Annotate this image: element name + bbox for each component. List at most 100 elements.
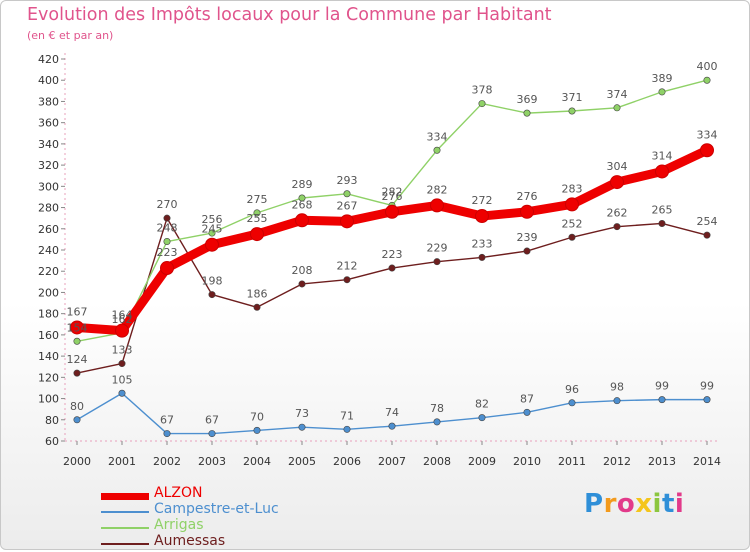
data-label: 369 [517, 93, 538, 106]
data-label: 74 [385, 406, 399, 419]
legend-label-arrigas: Arrigas [154, 517, 204, 533]
data-point [253, 426, 261, 434]
y-tick-label: 160 [38, 329, 59, 342]
data-point [613, 104, 621, 112]
x-tick-label: 2004 [243, 455, 271, 468]
data-label: 255 [247, 212, 268, 225]
data-label: 167 [67, 305, 88, 318]
data-point [658, 396, 666, 404]
series-line-aumessas [76, 217, 708, 374]
data-point [523, 408, 531, 416]
data-label: 70 [250, 410, 264, 423]
data-point [478, 100, 486, 108]
logo-letter: t [661, 489, 675, 519]
data-point [388, 264, 396, 272]
data-label: 71 [340, 409, 354, 422]
series-campestre-et-luc [73, 389, 711, 438]
data-point [568, 399, 576, 407]
x-tick-label: 2008 [423, 455, 451, 468]
x-tick-label: 2000 [63, 455, 91, 468]
y-tick-label: 260 [38, 223, 59, 236]
data-label: 276 [517, 190, 538, 203]
data-point [298, 194, 306, 202]
data-label: 229 [427, 242, 448, 255]
y-tick-label: 60 [45, 435, 59, 448]
y-tick-label: 180 [38, 308, 59, 321]
data-label: 87 [520, 392, 534, 405]
logo-letter: r [603, 489, 617, 519]
logo-letter: i [652, 489, 662, 519]
x-tick-label: 2003 [198, 455, 226, 468]
data-point [163, 430, 171, 438]
data-point [523, 247, 531, 255]
data-label: 262 [607, 207, 628, 220]
data-label: 67 [205, 414, 219, 427]
data-point [613, 223, 621, 231]
legend-label-alzon: ALZON [154, 485, 203, 501]
data-point [208, 430, 216, 438]
data-label: 198 [202, 275, 223, 288]
data-label: 283 [562, 182, 583, 195]
data-point [115, 323, 129, 338]
data-label: 334 [697, 128, 718, 141]
data-label: 78 [430, 402, 444, 415]
data-point [205, 237, 219, 252]
data-point [703, 76, 711, 84]
x-tick-label: 2002 [153, 455, 181, 468]
data-point [298, 280, 306, 288]
data-label: 248 [157, 222, 178, 235]
data-label: 256 [202, 213, 223, 226]
data-point [700, 143, 714, 158]
data-point [520, 204, 534, 219]
data-point [253, 209, 261, 217]
data-label: 272 [472, 194, 493, 207]
data-label: 96 [565, 383, 579, 396]
data-label: 282 [427, 183, 448, 196]
data-point [433, 418, 441, 426]
series-layer [70, 76, 714, 438]
y-tick-label: 240 [38, 244, 59, 257]
data-point [478, 253, 486, 261]
data-point [163, 238, 171, 246]
legend-swatch-arrigas [101, 527, 149, 529]
data-point [610, 175, 624, 190]
data-point [160, 261, 174, 276]
legend-swatch-alzon [101, 493, 149, 500]
x-axis: 2000 2001 2002 2003 2004 2005 2006 2007 2008 2009… [63, 440, 721, 468]
data-label: 265 [652, 203, 673, 216]
data-label: 164 [112, 309, 133, 322]
data-point [208, 229, 216, 237]
legend-item-aumessas: Aumessas [101, 533, 361, 552]
data-point [295, 213, 309, 228]
y-tick-label: 80 [45, 414, 59, 427]
y-tick-label: 300 [38, 180, 59, 193]
x-tick-label: 2010 [513, 455, 541, 468]
data-point [658, 88, 666, 96]
x-tick-label: 2007 [378, 455, 406, 468]
data-point [250, 227, 264, 242]
y-tick-label: 100 [38, 393, 59, 406]
data-label: 99 [700, 380, 714, 393]
data-label: 239 [517, 231, 538, 244]
logo-letter: o [616, 489, 636, 519]
data-point [343, 190, 351, 198]
chart-title: Evolution des Impôts locaux pour la Comm… [27, 5, 552, 25]
data-point [703, 231, 711, 239]
data-point [658, 219, 666, 227]
data-label: 268 [292, 198, 313, 211]
data-label: 282 [382, 185, 403, 198]
y-tick-label: 360 [38, 117, 59, 130]
y-tick-label: 380 [38, 95, 59, 108]
x-tick-label: 2001 [108, 455, 136, 468]
data-point [430, 198, 444, 213]
chart-subtitle: (en € et par an) [27, 29, 114, 42]
data-point [343, 425, 351, 433]
y-tick-label: 400 [38, 74, 59, 87]
y-tick-label: 220 [38, 265, 59, 278]
data-label: 374 [607, 88, 628, 101]
data-label: 223 [382, 248, 403, 261]
x-tick-label: 2009 [468, 455, 496, 468]
data-point [388, 422, 396, 430]
y-axis: 60 80 100 120 140 160 180 200 220 240 260 280 300 320… [38, 53, 66, 448]
